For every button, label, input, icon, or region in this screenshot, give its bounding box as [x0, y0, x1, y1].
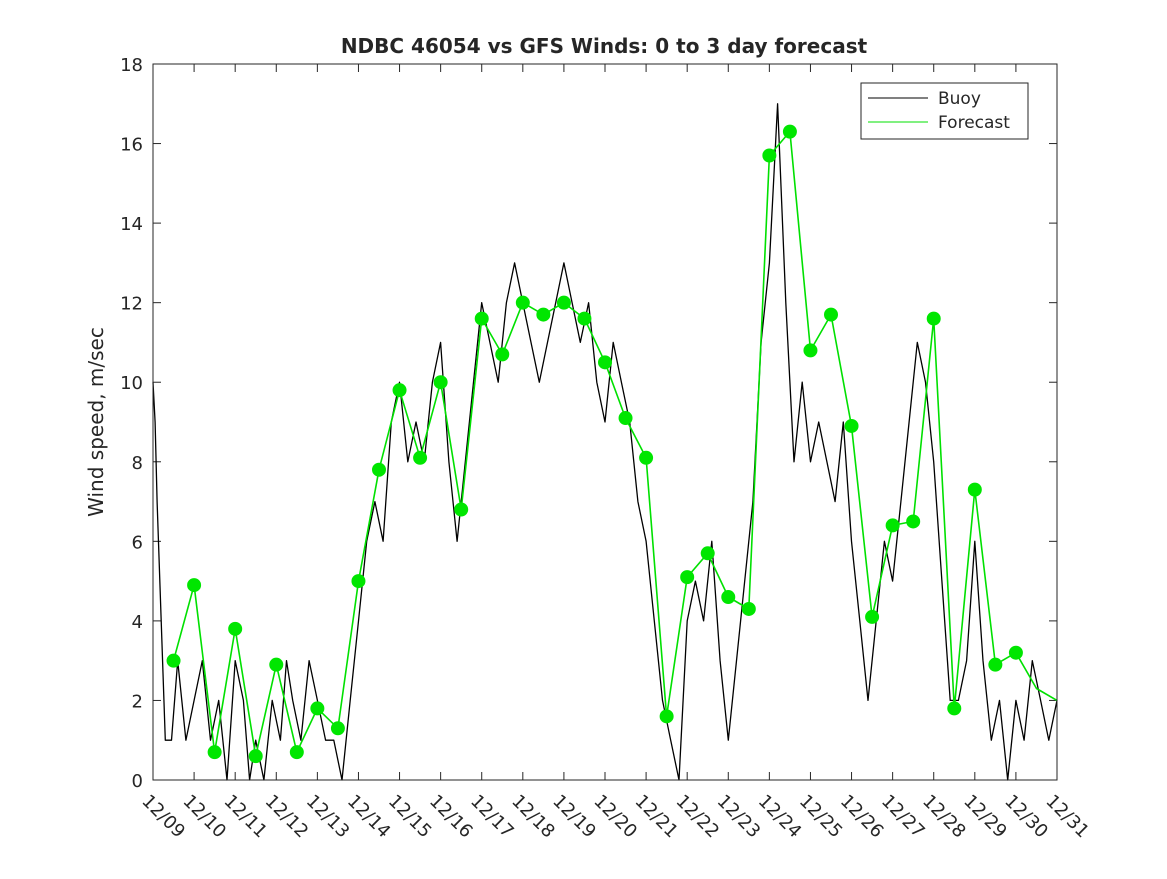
- forecast-marker: [515, 295, 530, 310]
- x-tick-label: 12/28: [918, 791, 970, 843]
- forecast-marker: [598, 355, 612, 370]
- forecast-marker: [803, 343, 818, 358]
- y-axis-label: Wind speed, m/sec: [84, 327, 108, 517]
- forecast-marker: [988, 657, 1003, 672]
- x-tick-label: 12/24: [754, 791, 806, 843]
- x-tick-label: 12/17: [466, 791, 518, 843]
- x-tick-label: 12/12: [261, 791, 313, 843]
- plot-frame: [152, 63, 1058, 781]
- forecast-marker: [536, 307, 551, 322]
- forecast-marker: [351, 574, 366, 589]
- legend-buoy-label: Buoy: [938, 89, 981, 109]
- forecast-marker: [680, 570, 695, 585]
- x-tick-label: 12/20: [589, 791, 641, 843]
- forecast-marker: [762, 148, 777, 163]
- y-tick-label: 2: [132, 691, 143, 712]
- forecast-marker: [1008, 645, 1023, 660]
- y-tick-label: 12: [120, 294, 143, 315]
- forecast-marker: [269, 657, 284, 672]
- x-tick-label: 12/26: [836, 791, 888, 843]
- forecast-marker: [906, 514, 921, 529]
- x-tick-label: 12/10: [179, 791, 231, 843]
- x-tick-label: 12/19: [548, 791, 600, 843]
- forecast-marker: [885, 518, 900, 533]
- x-tick-label: 12/23: [713, 791, 765, 843]
- forecast-marker: [433, 375, 448, 390]
- x-tick-label: 12/22: [672, 791, 724, 843]
- marker-layer: [166, 124, 1023, 764]
- forecast-marker: [659, 709, 674, 724]
- forecast-marker: [392, 383, 407, 398]
- forecast-marker: [721, 590, 736, 605]
- forecast-marker: [926, 311, 941, 326]
- x-tick-label: 12/25: [795, 791, 847, 843]
- x-tick-label: 12/14: [343, 791, 395, 843]
- forecast-marker: [556, 295, 571, 310]
- forecast-marker: [700, 546, 715, 561]
- forecast-marker: [618, 411, 633, 426]
- y-tick-label: 6: [132, 532, 143, 553]
- y-tick-label: 4: [132, 612, 143, 633]
- y-tick-label: 10: [120, 373, 143, 394]
- legend-box: [860, 82, 1029, 140]
- x-tick-label: 12/09: [137, 791, 189, 843]
- forecast-marker: [824, 307, 838, 322]
- forecast-marker: [330, 721, 345, 736]
- y-tick-label: 16: [120, 135, 143, 156]
- forecast-marker: [844, 418, 859, 433]
- forecast-marker: [741, 601, 756, 616]
- forecast-marker: [782, 124, 797, 139]
- x-tick-label: 12/29: [959, 791, 1011, 843]
- forecast-marker: [577, 311, 592, 326]
- forecast-marker: [947, 701, 962, 716]
- y-tick-label: 8: [132, 453, 143, 474]
- forecast-marker: [289, 745, 304, 760]
- y-axis-ticks: 0 2 4 6 8 10 12 14 16 18: [120, 55, 1057, 792]
- x-tick-label: 12/13: [302, 791, 354, 843]
- forecast-marker: [372, 462, 386, 477]
- forecast-marker: [474, 311, 489, 326]
- legend-forecast-label: Forecast: [938, 113, 1010, 133]
- forecast-marker: [495, 347, 510, 362]
- forecast-marker: [310, 701, 325, 716]
- legend: Buoy Forecast: [860, 82, 1029, 140]
- x-tick-label: 12/18: [507, 791, 559, 843]
- series-line-buoy: [152, 103, 1058, 781]
- x-tick-label: 12/15: [384, 791, 436, 843]
- chart-title: NDBC 46054 vs GFS Winds: 0 to 3 day fore…: [341, 34, 868, 58]
- x-tick-label: 12/27: [877, 791, 929, 843]
- x-tick-label: 12/31: [1041, 791, 1093, 843]
- forecast-marker: [166, 653, 181, 668]
- x-tick-label: 12/11: [220, 791, 272, 843]
- forecast-marker: [413, 450, 428, 465]
- x-tick-label: 12/16: [425, 791, 477, 843]
- forecast-marker: [454, 502, 469, 517]
- forecast-marker: [967, 482, 982, 497]
- x-tick-label: 12/30: [1000, 791, 1052, 843]
- forecast-marker: [228, 621, 243, 636]
- x-tick-label: 12/21: [631, 791, 683, 843]
- y-tick-label: 14: [120, 214, 143, 235]
- forecast-marker: [639, 450, 654, 465]
- forecast-marker: [207, 745, 222, 760]
- forecast-marker: [865, 609, 880, 624]
- y-tick-label: 18: [120, 55, 143, 76]
- forecast-marker: [248, 749, 263, 764]
- forecast-marker: [187, 578, 202, 593]
- y-tick-label: 0: [132, 771, 143, 792]
